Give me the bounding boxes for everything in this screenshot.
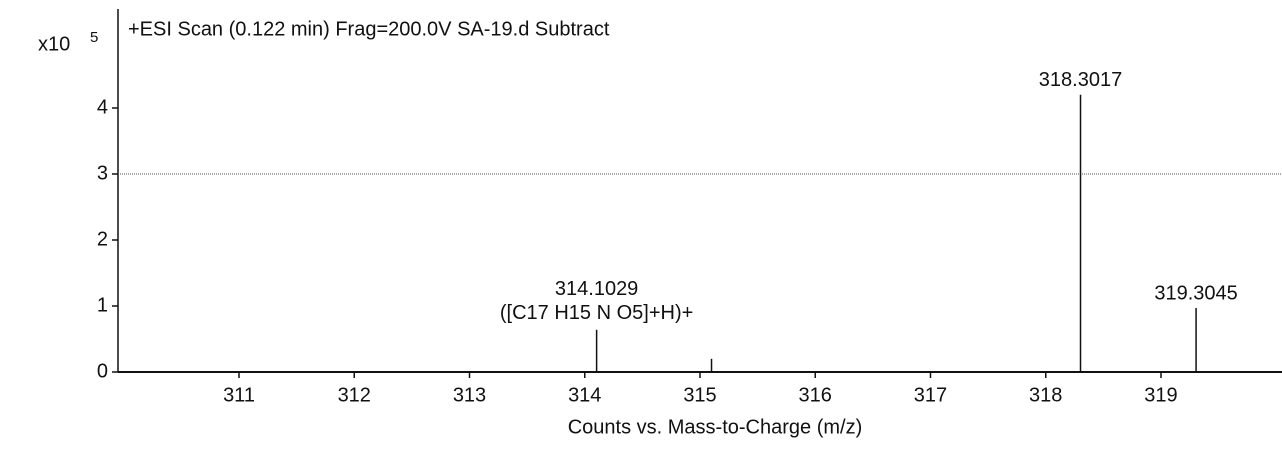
x-tick-label: 312 [338,384,371,406]
peak-label: 314.1029 [555,278,638,300]
y-multiplier-base: x10 [38,33,70,55]
peak-label: 319.3045 [1154,282,1237,304]
y-tick-label: 1 [97,294,108,316]
y-tick-label: 3 [97,162,108,184]
x-tick-label: 311 [223,384,255,406]
y-tick-label: 4 [97,96,108,118]
x-tick-label: 313 [453,384,486,406]
chart-title: +ESI Scan (0.122 min) Frag=200.0V SA-19.… [128,18,610,40]
y-tick-label: 2 [97,228,108,250]
x-tick-label: 316 [799,384,832,406]
x-tick-label: 317 [914,384,947,406]
x-tick-label: 314 [568,384,601,406]
peak-formula: ([C17 H15 N O5]+H)+ [500,302,693,324]
y-multiplier-exponent: 5 [90,29,98,46]
peak-label: 318.3017 [1039,69,1122,91]
x-tick-label: 319 [1144,384,1177,406]
x-axis-label: Counts vs. Mass-to-Charge (m/z) [568,416,863,438]
x-tick-label: 315 [683,384,716,406]
y-tick-label: 0 [97,360,108,382]
x-tick-label: 318 [1029,384,1062,406]
